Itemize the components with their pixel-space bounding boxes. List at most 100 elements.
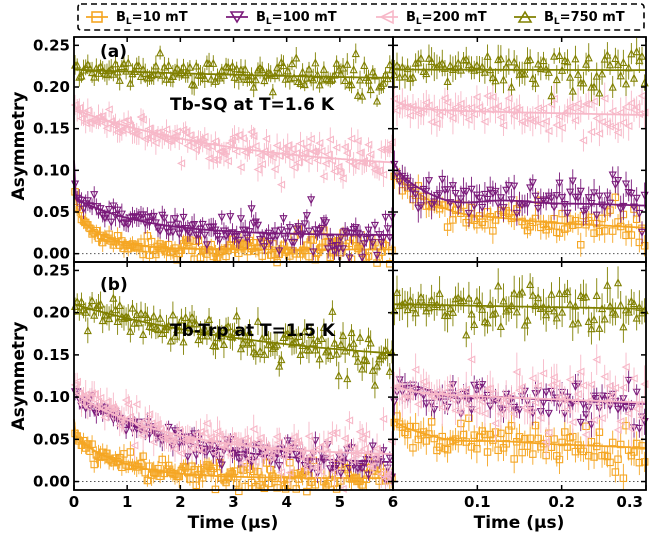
data-point [446,60,455,70]
y-tick-label: 0.00 [33,245,70,263]
data-point [149,438,158,447]
data-point [191,145,201,154]
data-point [611,468,620,476]
data-point [427,117,436,127]
data-point [192,451,201,460]
data-point [225,450,235,459]
data-point [296,78,305,87]
data-point [377,351,386,360]
data-point [319,440,328,449]
data-point [421,98,431,107]
data-point [605,60,615,69]
data-point [94,300,103,309]
data-point [627,404,636,413]
data-point [494,446,502,455]
data-point [392,287,402,297]
data-point [635,458,644,467]
data-point [130,242,139,251]
data-point [552,192,561,201]
data-point [470,319,479,328]
data-point [126,448,135,456]
data-point [629,424,639,433]
data-point [300,79,309,89]
data-point [83,325,92,335]
data-point [544,126,553,136]
data-point [258,65,267,74]
y-tick-label: 0.15 [33,120,70,138]
data-point [395,178,404,187]
data-point [541,117,550,126]
data-point [362,475,371,484]
data-point [419,377,428,386]
data-point [175,230,184,239]
data-point [531,115,540,124]
data-point [491,308,500,317]
data-point [461,385,470,394]
data-point [192,61,201,70]
data-point [515,69,524,78]
data-point [185,131,194,140]
data-point [319,64,328,73]
data-point [240,148,249,157]
data-point [168,228,177,237]
data-point [209,58,218,67]
data-point [308,147,317,156]
data-point [483,384,492,393]
data-point [287,58,297,68]
data-point [563,286,572,296]
data-point [96,393,105,403]
data-point [472,92,481,102]
data-point [217,461,226,470]
data-point [366,462,375,471]
data-point [579,78,588,87]
data-point [496,409,505,418]
y-tick-label: 0.20 [33,78,70,96]
data-point [603,192,612,201]
data-point [302,212,311,221]
data-point [326,253,335,261]
data-point [568,418,577,427]
data-point [230,72,239,81]
data-point [443,98,452,107]
data-point [483,318,492,327]
data-point [149,212,158,221]
data-point [462,438,470,446]
panel-0-short [389,36,649,263]
data-point [275,247,284,256]
data-point [226,213,235,222]
data-point [594,399,604,408]
data-point [449,216,457,224]
data-point [491,104,500,113]
data-point [224,321,233,330]
data-point [251,141,260,151]
data-point [440,63,450,72]
data-point [254,243,262,252]
data-point [571,54,580,63]
data-point [405,111,415,120]
data-point [202,331,212,340]
data-point [75,72,84,81]
data-point [187,79,197,88]
x-tick-label: 0.3 [616,493,643,511]
data-point [568,177,577,186]
data-point [592,290,601,299]
data-point [164,321,173,330]
data-point [251,75,260,84]
data-point [629,73,639,82]
data-point [304,156,313,166]
data-point [336,455,345,464]
data-point [480,409,489,418]
data-point [608,171,617,180]
data-point [355,332,365,341]
data-point [366,338,375,347]
data-point [96,299,105,308]
data-point [499,75,508,84]
data-point [228,136,237,145]
data-point [149,311,158,320]
data-point [296,349,305,359]
data-point [600,94,609,103]
data-point [611,53,620,62]
data-point [147,132,156,141]
data-point [555,392,564,401]
y-tick-label: 0.05 [33,203,70,221]
